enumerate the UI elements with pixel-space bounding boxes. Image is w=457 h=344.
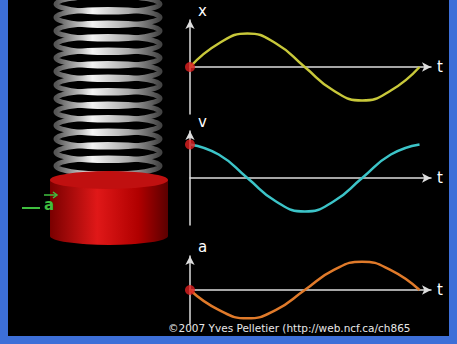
svg-text:x: x [198, 2, 207, 20]
svg-text:a: a [198, 238, 207, 256]
svg-text:t: t [437, 281, 443, 299]
html-text:©2007 Yves Pelletier (http://w: ©2007 Yves Pelletier (http://web.ncf.ca/… [168, 322, 411, 334]
svg-text:v: v [198, 113, 207, 131]
html-text:a: a [44, 196, 55, 214]
svg-text:t: t [437, 58, 443, 76]
svg-text:t: t [437, 169, 443, 187]
